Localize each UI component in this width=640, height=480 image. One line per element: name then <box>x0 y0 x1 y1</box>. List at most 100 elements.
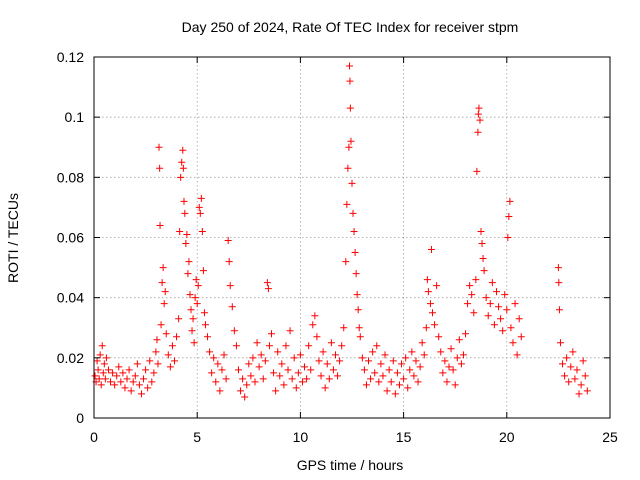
data-point <box>185 258 193 266</box>
data-point <box>180 197 188 205</box>
data-point <box>435 333 443 341</box>
data-point <box>239 375 247 383</box>
data-point <box>272 387 280 395</box>
data-point <box>117 378 125 386</box>
data-point <box>121 384 129 392</box>
data-point <box>189 315 197 323</box>
data-point <box>91 372 99 380</box>
y-tick-label: 0.12 <box>57 49 84 65</box>
data-point <box>232 342 240 350</box>
data-point <box>208 369 216 377</box>
data-point <box>153 336 161 344</box>
data-point <box>168 342 176 350</box>
data-point <box>184 270 192 278</box>
data-point <box>338 342 346 350</box>
data-point <box>501 291 509 299</box>
data-point <box>268 330 276 338</box>
data-point <box>360 366 368 374</box>
data-point <box>319 348 327 356</box>
data-point <box>175 315 183 323</box>
data-point <box>427 246 435 254</box>
data-point <box>381 351 389 359</box>
data-point <box>166 363 174 371</box>
data-point <box>317 372 325 380</box>
data-point <box>278 360 286 368</box>
x-tick-label: 0 <box>90 429 98 445</box>
data-point <box>431 321 439 329</box>
data-point <box>398 360 406 368</box>
data-point <box>251 378 259 386</box>
data-point <box>345 143 353 151</box>
data-point <box>290 354 298 362</box>
data-point <box>159 264 167 272</box>
data-point <box>111 381 119 389</box>
data-point <box>559 360 567 368</box>
data-point <box>410 372 418 380</box>
data-point <box>479 255 487 263</box>
data-point <box>309 321 317 329</box>
data-point <box>164 351 172 359</box>
data-point <box>346 104 354 112</box>
data-point <box>191 294 199 302</box>
data-point <box>385 366 393 374</box>
data-point <box>346 77 354 85</box>
data-point <box>190 339 198 347</box>
data-point <box>305 342 313 350</box>
data-point <box>348 179 356 187</box>
data-point <box>433 282 441 290</box>
data-point <box>197 194 205 202</box>
data-point <box>513 351 521 359</box>
data-point <box>327 339 335 347</box>
data-point <box>414 378 422 386</box>
data-point <box>160 300 168 308</box>
data-point <box>367 375 375 383</box>
data-point <box>194 282 202 290</box>
data-point <box>313 333 321 341</box>
data-point <box>555 279 563 287</box>
data-point <box>480 267 488 275</box>
data-point <box>343 200 351 208</box>
data-point <box>157 321 165 329</box>
data-point <box>99 369 107 377</box>
data-point <box>346 62 354 70</box>
data-point <box>198 227 206 235</box>
data-point <box>150 369 158 377</box>
data-point <box>476 116 484 124</box>
data-point <box>400 375 408 383</box>
data-point <box>486 300 494 308</box>
data-point <box>282 342 290 350</box>
data-point <box>144 384 152 392</box>
y-tick-label: 0.04 <box>57 290 84 306</box>
data-point <box>371 369 379 377</box>
data-point <box>575 390 583 398</box>
data-point <box>225 258 233 266</box>
data-point <box>497 315 505 323</box>
data-point <box>100 360 108 368</box>
data-point <box>449 366 457 374</box>
data-point <box>292 384 300 392</box>
data-point <box>245 360 253 368</box>
data-point <box>365 357 373 365</box>
data-point <box>284 366 292 374</box>
data-point <box>230 327 238 335</box>
data-point <box>464 300 472 308</box>
data-point <box>395 381 403 389</box>
data-point <box>569 348 577 356</box>
data-point <box>182 240 190 248</box>
x-tick-label: 20 <box>499 429 515 445</box>
data-point <box>473 167 481 175</box>
data-point <box>129 378 137 386</box>
y-tick-label: 0.06 <box>57 230 84 246</box>
data-point <box>298 378 306 386</box>
data-point <box>257 351 265 359</box>
data-point <box>220 351 228 359</box>
data-point <box>303 375 311 383</box>
data-point <box>216 387 224 395</box>
data-point <box>563 354 571 362</box>
data-point <box>393 369 401 377</box>
data-point <box>224 237 232 245</box>
data-point <box>161 288 169 296</box>
data-point <box>212 378 220 386</box>
data-point <box>495 303 503 311</box>
data-point <box>472 276 480 284</box>
